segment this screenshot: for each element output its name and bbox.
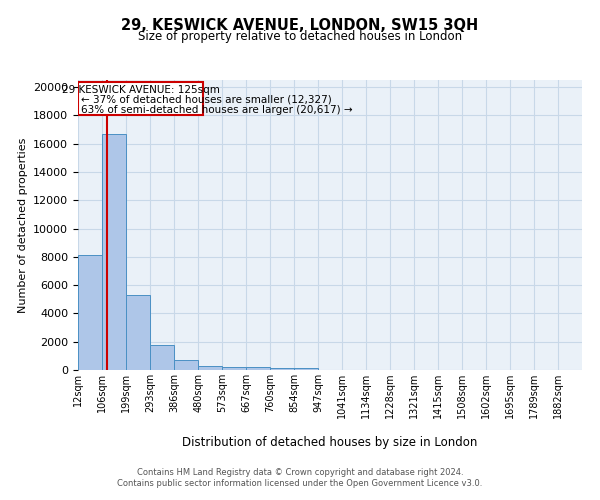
Bar [126, 295, 150, 370]
Bar [150, 345, 174, 370]
Text: Distribution of detached houses by size in London: Distribution of detached houses by size … [182, 436, 478, 449]
Bar [246, 367, 270, 370]
Text: 29 KESWICK AVENUE: 125sqm: 29 KESWICK AVENUE: 125sqm [62, 85, 220, 95]
Text: Size of property relative to detached houses in London: Size of property relative to detached ho… [138, 30, 462, 43]
Y-axis label: Number of detached properties: Number of detached properties [17, 138, 28, 312]
Bar [198, 366, 222, 370]
Text: ← 37% of detached houses are smaller (12,327): ← 37% of detached houses are smaller (12… [81, 94, 332, 104]
Bar [102, 134, 126, 370]
Text: Contains HM Land Registry data © Crown copyright and database right 2024.: Contains HM Land Registry data © Crown c… [137, 468, 463, 477]
Bar [270, 368, 294, 370]
Bar [294, 368, 318, 370]
Bar [78, 82, 203, 114]
Text: 63% of semi-detached houses are larger (20,617) →: 63% of semi-detached houses are larger (… [81, 105, 353, 115]
Bar [174, 360, 198, 370]
Text: 29, KESWICK AVENUE, LONDON, SW15 3QH: 29, KESWICK AVENUE, LONDON, SW15 3QH [121, 18, 479, 32]
Bar [78, 256, 102, 370]
Bar [222, 367, 246, 370]
Text: Contains public sector information licensed under the Open Government Licence v3: Contains public sector information licen… [118, 480, 482, 488]
